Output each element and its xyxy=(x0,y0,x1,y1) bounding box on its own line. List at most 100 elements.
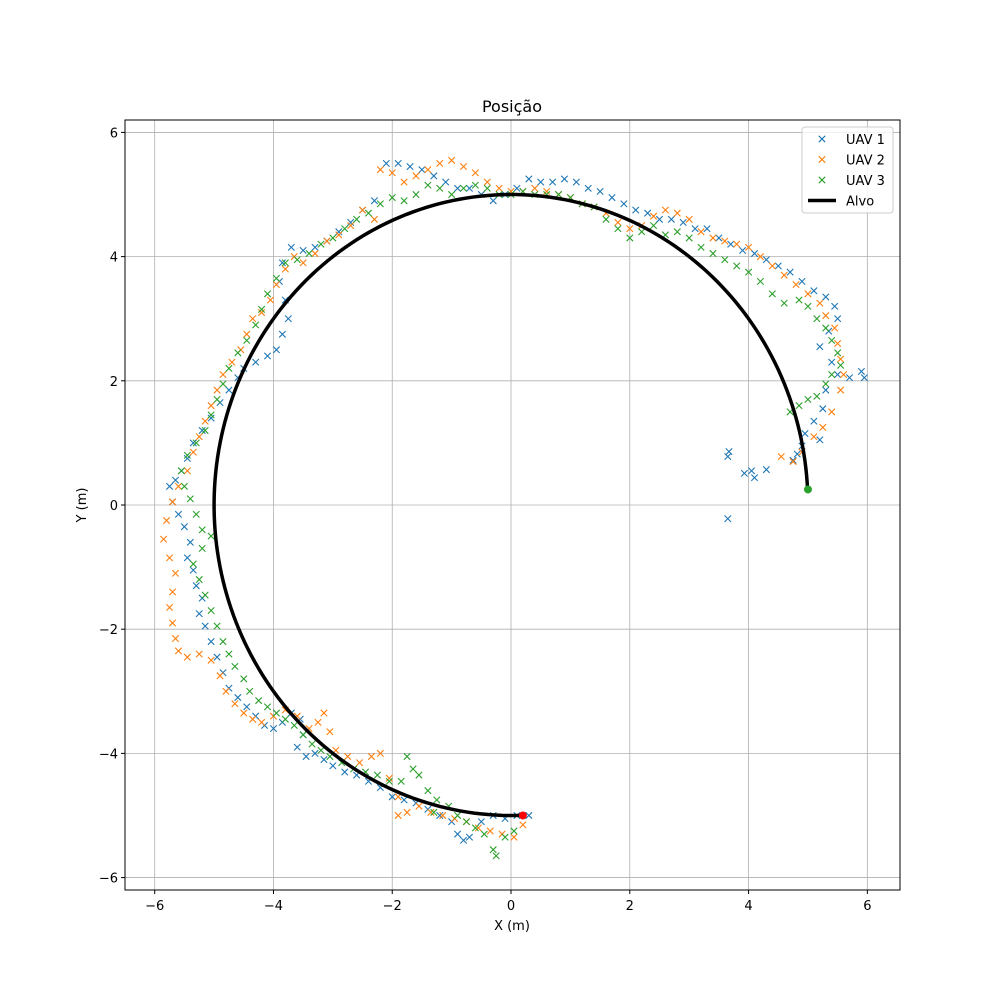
data-point xyxy=(483,184,491,192)
data-point xyxy=(471,169,479,177)
data-point xyxy=(308,740,316,748)
legend-label: UAV 3 xyxy=(846,174,885,189)
data-point xyxy=(225,386,233,394)
data-point xyxy=(519,821,527,829)
data-point xyxy=(620,200,628,208)
data-point xyxy=(685,215,693,223)
data-point xyxy=(649,221,658,230)
data-point xyxy=(709,249,717,258)
legend-entry: UAV 2 xyxy=(818,154,885,169)
x-tick-label: −6 xyxy=(145,899,164,914)
plot-area xyxy=(160,156,868,860)
data-point xyxy=(216,672,224,680)
data-point xyxy=(168,498,177,506)
data-point xyxy=(415,802,423,810)
data-point xyxy=(793,450,801,458)
data-point xyxy=(608,194,616,202)
data-point xyxy=(828,408,836,416)
data-point xyxy=(691,225,699,233)
data-point xyxy=(195,575,203,584)
data-point xyxy=(385,777,393,785)
data-point xyxy=(436,811,444,820)
data-point xyxy=(740,469,748,477)
data-point xyxy=(584,184,592,192)
data-point xyxy=(168,619,177,627)
data-point xyxy=(471,181,479,189)
data-point xyxy=(750,249,759,258)
data-point xyxy=(320,709,328,717)
data-point xyxy=(207,638,215,646)
legend-marker-swatch xyxy=(818,155,826,164)
data-point xyxy=(240,709,248,717)
data-point xyxy=(192,510,200,518)
data-point xyxy=(834,315,842,323)
data-point xyxy=(311,249,319,258)
data-point xyxy=(335,228,343,236)
data-point xyxy=(174,647,183,655)
x-axis: −6 −4 −2 0 2 4 6 xyxy=(145,890,871,914)
data-point xyxy=(602,215,610,223)
data-point xyxy=(272,280,281,289)
data-point xyxy=(358,206,367,214)
data-point xyxy=(703,225,711,233)
data-point xyxy=(317,240,325,248)
y-tick-label: 0 xyxy=(110,499,118,514)
data-point xyxy=(240,675,248,683)
data-point xyxy=(489,846,497,854)
data-point xyxy=(837,355,845,363)
data-point xyxy=(810,433,818,441)
data-point xyxy=(816,436,824,444)
data-point xyxy=(225,364,233,372)
data-point xyxy=(433,796,441,804)
data-point xyxy=(813,315,821,323)
data-point xyxy=(293,256,301,264)
data-point xyxy=(828,358,836,366)
data-point xyxy=(367,752,376,761)
data-point xyxy=(201,417,209,425)
data-point xyxy=(632,206,640,214)
data-point xyxy=(459,184,468,192)
trajectory-start-point xyxy=(803,485,812,494)
data-point xyxy=(495,184,503,192)
data-point xyxy=(424,166,432,174)
data-point xyxy=(341,225,349,233)
data-point xyxy=(272,709,281,717)
data-point xyxy=(448,156,456,164)
data-point xyxy=(219,638,227,646)
legend-label: UAV 1 xyxy=(846,133,885,148)
data-point xyxy=(397,777,405,785)
data-point xyxy=(816,299,824,307)
data-point xyxy=(186,538,194,546)
data-point xyxy=(418,166,426,174)
data-point xyxy=(373,771,381,779)
data-point xyxy=(721,237,729,245)
data-point xyxy=(207,656,215,664)
data-point xyxy=(252,358,260,366)
data-point xyxy=(400,178,408,186)
data-point xyxy=(831,324,839,332)
data-point xyxy=(679,218,687,227)
data-point xyxy=(492,852,500,860)
y-axis-label: Y (m) xyxy=(75,488,90,524)
data-point xyxy=(364,209,373,217)
data-point xyxy=(183,451,191,459)
data-point xyxy=(299,259,307,267)
data-point xyxy=(174,482,183,490)
data-point xyxy=(828,371,836,379)
data-point xyxy=(281,265,289,273)
data-point xyxy=(744,268,753,276)
data-point xyxy=(198,426,206,435)
data-point xyxy=(834,339,842,348)
data-point xyxy=(860,374,868,382)
data-point xyxy=(249,315,257,323)
data-point xyxy=(685,234,693,242)
data-point xyxy=(644,209,652,217)
data-point xyxy=(436,184,444,192)
data-point xyxy=(287,243,295,251)
data-point xyxy=(311,749,319,757)
data-point xyxy=(195,650,203,658)
data-point xyxy=(430,808,438,816)
data-point xyxy=(171,634,180,643)
data-point xyxy=(314,718,322,726)
